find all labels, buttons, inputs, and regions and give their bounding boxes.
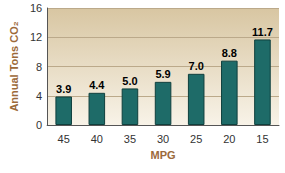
svg-text:7.0: 7.0	[189, 60, 204, 72]
svg-text:40: 40	[91, 133, 103, 145]
svg-text:15: 15	[256, 133, 268, 145]
svg-text:25: 25	[190, 133, 202, 145]
svg-text:35: 35	[124, 133, 136, 145]
svg-text:Annual Tons CO₂: Annual Tons CO₂	[8, 21, 20, 111]
svg-text:12: 12	[30, 31, 42, 43]
svg-text:3.9: 3.9	[56, 83, 71, 95]
svg-text:8.8: 8.8	[222, 47, 237, 59]
svg-text:20: 20	[223, 133, 235, 145]
svg-text:45: 45	[58, 133, 70, 145]
svg-text:30: 30	[157, 133, 169, 145]
svg-text:4: 4	[36, 90, 42, 102]
svg-text:0: 0	[36, 119, 42, 131]
svg-text:5.0: 5.0	[122, 75, 137, 87]
svg-text:MPG: MPG	[151, 149, 176, 161]
svg-text:16: 16	[30, 2, 42, 14]
svg-text:4.4: 4.4	[89, 79, 105, 91]
svg-text:11.7: 11.7	[252, 26, 273, 38]
svg-text:8: 8	[36, 61, 42, 73]
svg-text:5.9: 5.9	[155, 68, 170, 80]
